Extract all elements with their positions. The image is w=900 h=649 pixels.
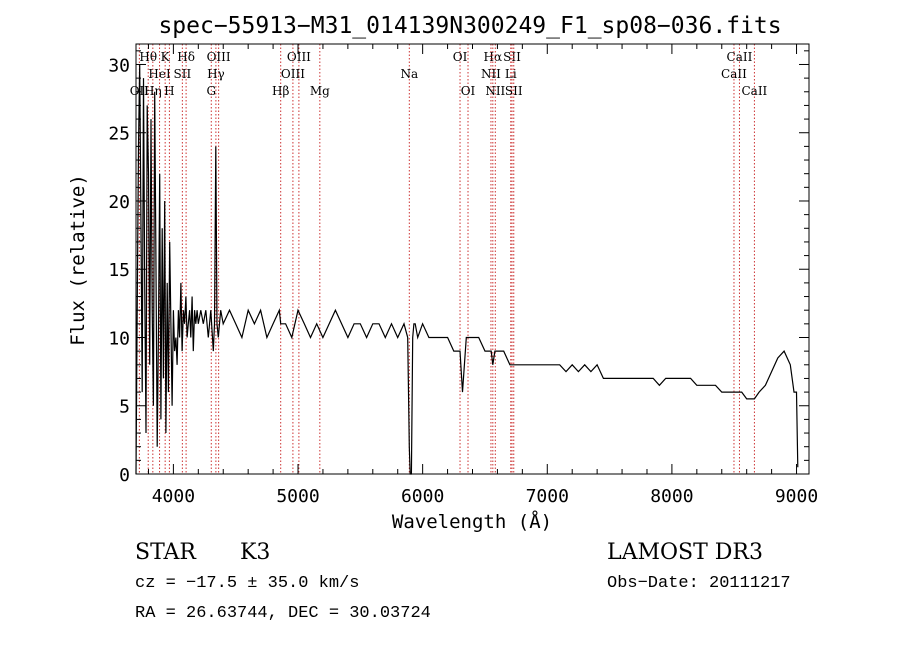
x-tick-label: 7000 <box>526 486 569 507</box>
axis-ticks: 4000 5000 6000 7000 8000 9000 0 5 10 15 20 25 30 <box>108 44 818 507</box>
line-marker-label: Li <box>505 67 517 81</box>
line-marker-label: Hη <box>144 84 162 98</box>
spectrum-line <box>135 64 799 475</box>
line-marker-label: Na <box>400 67 418 81</box>
y-tick-label: 10 <box>108 328 130 349</box>
line-marker-label: OI <box>453 50 468 64</box>
object-subclass: K3 <box>240 540 271 565</box>
sky-coordinates: RA = 26.63744, DEC = 30.03724 <box>135 604 431 623</box>
y-tick-label: 15 <box>108 260 130 281</box>
line-marker-label: Hγ <box>207 67 225 81</box>
object-class: STAR <box>135 540 196 565</box>
y-tick-label: 5 <box>119 397 130 418</box>
x-tick-label: 9000 <box>775 486 818 507</box>
line-marker-label: G <box>206 84 216 98</box>
x-tick-label: 6000 <box>401 486 444 507</box>
survey-name: LAMOST DR3 <box>607 540 763 565</box>
line-marker-label: OIII <box>281 67 305 81</box>
line-marker-label: Hβ <box>272 84 289 98</box>
line-marker-label: NII <box>485 84 505 98</box>
line-marker-label: H <box>164 84 174 98</box>
y-tick-label: 30 <box>108 55 130 76</box>
x-tick-label: 8000 <box>650 486 693 507</box>
line-marker-label: CaII <box>727 50 753 64</box>
plot-frame <box>135 43 810 475</box>
line-marker-label: CaII <box>721 67 747 81</box>
y-tick-label: 20 <box>108 192 130 213</box>
line-marker-label: SII <box>505 84 523 98</box>
line-marker-label: OIII <box>287 50 311 64</box>
line-marker-label: OI <box>461 84 476 98</box>
y-tick-label: 25 <box>108 124 130 145</box>
emission-line-markers: OIIHθHηHeIKHHδSIIGOIIIHγHβOIIIOIIIMgNaOI… <box>130 44 768 474</box>
line-marker-label: NII <box>481 67 501 81</box>
line-marker-label: Mg <box>310 84 330 98</box>
x-axis-label: Wavelength (Å) <box>392 510 552 533</box>
chart-title: spec−55913−M31_014139N300249_F1_sp08−036… <box>158 13 781 39</box>
line-marker-label: HeI <box>148 67 171 81</box>
x-tick-label: 4000 <box>152 486 195 507</box>
observation-date: Obs−Date: 20111217 <box>607 574 791 593</box>
line-marker-label: Hδ <box>177 50 195 64</box>
line-marker-label: SII <box>174 67 192 81</box>
line-marker-label: CaII <box>741 84 767 98</box>
line-marker-label: SII <box>503 50 521 64</box>
line-marker-label: Hθ <box>139 50 157 64</box>
line-marker-label: OIII <box>207 50 231 64</box>
line-marker-label: Hα <box>484 50 503 64</box>
line-marker-label: K <box>161 50 171 64</box>
redshift-cz: cz = −17.5 ± 35.0 km/s <box>135 574 360 593</box>
y-axis-label: Flux (relative) <box>67 174 89 346</box>
y-tick-label: 0 <box>119 465 130 486</box>
x-tick-label: 5000 <box>276 486 319 507</box>
